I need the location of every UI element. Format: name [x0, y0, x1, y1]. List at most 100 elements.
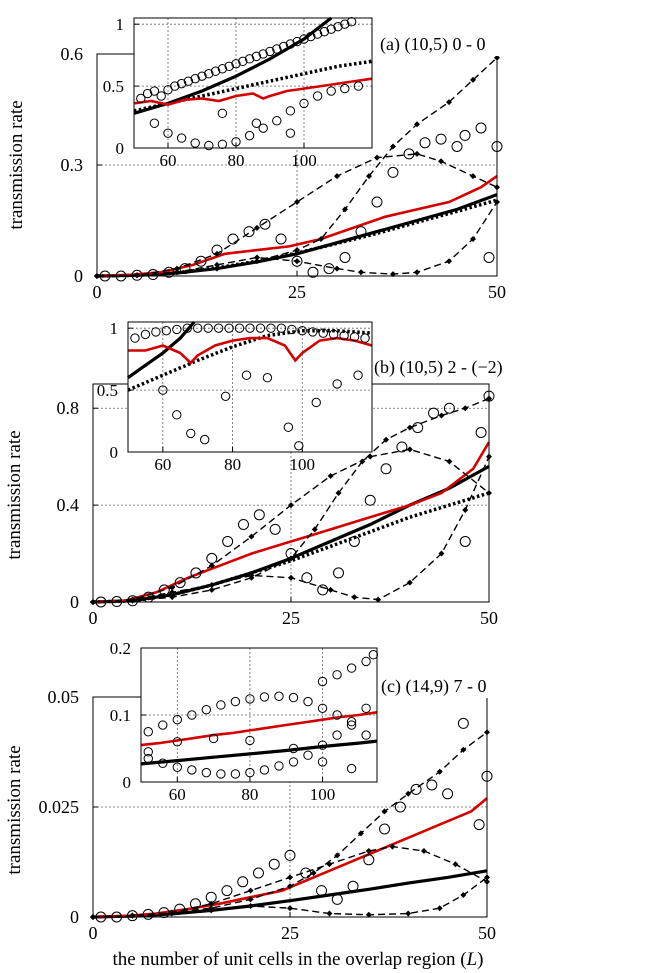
- panel-a-main-circle-point: [131, 269, 143, 281]
- panel-a-ylabel: transmission rate: [6, 100, 27, 229]
- panel-a-main-diamond-point: [342, 206, 348, 213]
- panel-a-main-circle-point: [355, 226, 367, 238]
- panel-c-main-circle-point: [126, 910, 138, 922]
- panel-b-inset-circle-point: [213, 323, 224, 333]
- panel-b-inset-circle-point: [224, 323, 234, 333]
- panel-a-inset-circle-point: [299, 34, 309, 44]
- panel-c-inset-circle-point: [245, 767, 255, 778]
- panel-a-inset-circle-point: [170, 81, 180, 91]
- panel-a-inset-ytick-label: 1: [116, 15, 125, 34]
- panel-c-main-diamond-point: [365, 911, 372, 918]
- panel-b-main-diamond-point: [169, 594, 176, 601]
- panel-c-main-circle-point: [473, 819, 485, 831]
- panel-b-main-series-red: [92, 441, 491, 604]
- panel-a-main-diamond-point: [366, 173, 372, 180]
- panel-a-inset-circle-point: [224, 61, 234, 71]
- panel-a-main-diamond-point: [414, 150, 420, 157]
- panel-b-main-diamond-point: [208, 586, 215, 593]
- panel-a-inset-circle-point: [292, 36, 302, 47]
- panel-b-inset-circle-point: [199, 434, 210, 445]
- panel-b-main-circle-point: [269, 523, 281, 535]
- panel-b-main-diamond-point: [462, 405, 469, 412]
- panel-c-inset-circle-point: [259, 765, 270, 775]
- panel-a-main-circle-point: [387, 166, 399, 178]
- panel-a-inset-xtick-label: 60: [160, 151, 177, 170]
- panel-c-main-circle-point: [284, 849, 296, 861]
- panel-b-main-diamond-point: [406, 446, 413, 453]
- panel-c-inset-circle-point: [361, 656, 371, 667]
- panel-a-main-circle-point: [227, 233, 239, 245]
- panel-c-inset-circle-point: [317, 676, 328, 687]
- panel-b-main-circle-point: [412, 422, 424, 434]
- panel-b-main-circle-point: [459, 535, 471, 547]
- panel-b-main-circle-point: [174, 577, 186, 589]
- panel-c-inset-series-red: [140, 711, 378, 747]
- panel-a-inset-circle-point: [217, 108, 228, 119]
- panel-b-main-diamond-point: [438, 550, 445, 557]
- panel-a-inset-circle-point: [285, 39, 296, 49]
- panel-a-inset: 60 80 100 0 0.5 1: [103, 15, 373, 170]
- panel-b-label: (b) (10,5) 2 - (−2): [374, 357, 503, 378]
- panel-b-main-diamond-point: [406, 424, 413, 431]
- panel-c-inset-circle-point: [288, 743, 299, 754]
- panel-a-inset-circle-point: [306, 31, 316, 42]
- panel-c-inset-circle-point: [201, 704, 212, 715]
- panel-c-main-diamond-point: [389, 843, 396, 850]
- panel-c-main-circle-point: [252, 867, 264, 879]
- panel-b-main-diamond-point: [327, 473, 334, 480]
- panel-c-inset-xtick-label: 100: [310, 785, 336, 804]
- panel-b-main-diamond-point: [359, 458, 366, 465]
- panel-a-inset-ytick-label: 0.5: [103, 77, 124, 96]
- panel-c-main-circle-point: [331, 893, 343, 905]
- panel-c-inset-circle-point: [230, 696, 241, 707]
- panel-a-inset-circle-point: [353, 81, 364, 91]
- panel-a-label-bg: [372, 36, 502, 56]
- panel-c-inset-circle-point: [317, 740, 328, 750]
- panel-b-inset-circle-point: [234, 323, 245, 333]
- panel-c-main-diamond-point: [310, 870, 317, 876]
- panel-a-inset-circle-point: [231, 59, 241, 69]
- panel-a-inset-circle-point: [312, 91, 323, 101]
- panel-b-inset-circle-point: [193, 323, 203, 333]
- panel-a-inset-circle-point: [163, 128, 173, 138]
- panel-b-main-diamond-point: [129, 596, 136, 603]
- panel-a-inset-circle-point: [333, 21, 343, 32]
- panel-b-main-diamond-point: [335, 490, 342, 496]
- panel-c-inset-ytick-label: 0: [123, 773, 132, 792]
- panel-c-main-circle-point: [174, 903, 186, 915]
- panel-b-inset-circle-point: [311, 397, 321, 408]
- panel-c-main-diamond-point: [247, 887, 254, 894]
- panel-b-inset-circle-point: [308, 327, 318, 337]
- panel-b-inset-circle-point: [255, 323, 266, 333]
- panel-a-inset-circle-point: [312, 29, 323, 39]
- panel-a-inset-circle-point: [326, 86, 336, 96]
- panel-a-main-circle-point: [195, 255, 207, 267]
- panel-a-main-diamond-point: [334, 265, 340, 272]
- panel-a-inset-circle-point: [149, 118, 160, 128]
- panel-a-main-circle-point: [483, 252, 495, 263]
- panel-a-main-circle-point: [147, 269, 159, 281]
- panel-a-main-diamond-point: [374, 154, 380, 161]
- panel-c-inset-circle-point: [259, 692, 270, 702]
- panel-c-inset-circle-point: [346, 763, 357, 774]
- panel-c-main-diamond-point: [287, 883, 293, 890]
- panel-a-main-circle-point: [243, 226, 255, 238]
- panel-c-inset-circle-point: [368, 650, 379, 660]
- panel-c-inset-circle-point: [332, 710, 342, 720]
- panel-c-main-circle-point: [410, 783, 422, 795]
- panel-c-main-series-dashed-B: [92, 731, 488, 918]
- panel-c-label-bg: [377, 676, 492, 698]
- panel-c-inset-ytick-label: 0.2: [110, 639, 131, 658]
- panel-b-main-circle-point: [380, 463, 392, 475]
- panel-b-inset-circle-point: [276, 323, 287, 333]
- panel-b-ylabel: transmission rate: [4, 430, 25, 559]
- panel-b-main-circle-point: [253, 509, 265, 521]
- panel-c-main-circle-point: [442, 788, 454, 800]
- panel-c-inset-circle-point: [346, 720, 357, 730]
- panel-c-inset: 60 80 100 0 0.1 0.2: [110, 639, 379, 804]
- panel-c-inset-circle-point: [143, 753, 153, 764]
- panel-c-main-diamond-point: [452, 861, 459, 868]
- panel-c-main-diamond-point: [365, 848, 372, 854]
- panel-a-inset-circle-point: [204, 69, 214, 79]
- panel-c-inset-circle-point: [172, 737, 183, 747]
